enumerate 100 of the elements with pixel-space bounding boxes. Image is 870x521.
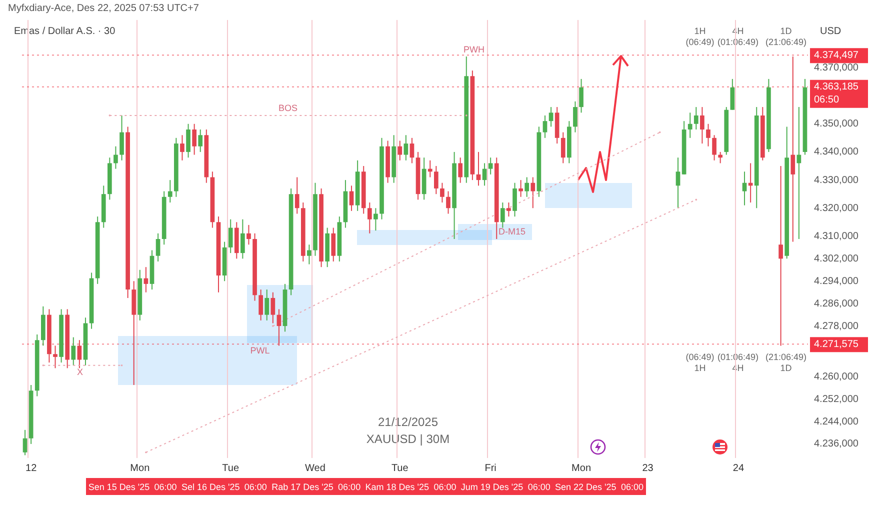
x-tick-label: 24: [732, 462, 744, 474]
candlestick: [440, 182, 444, 203]
ref-line-label: 4.363,185 06:50: [814, 82, 859, 106]
candlestick: [22, 429, 28, 456]
candlestick: [730, 78, 735, 110]
candlestick: [476, 151, 481, 186]
candlestick: [790, 56, 796, 242]
candlestick: [712, 134, 716, 161]
y-axis-title: USD: [820, 26, 842, 37]
candlestick: [198, 129, 203, 152]
candlestick: [688, 112, 692, 138]
y-tick-label: 4.330,000: [814, 174, 859, 186]
annotation: BOS: [278, 102, 298, 113]
candlestick: [579, 78, 584, 114]
candlestick: [307, 244, 312, 265]
ref-line-label: 4.374,497: [814, 50, 859, 61]
candlestick: [294, 176, 300, 214]
candlestick: [144, 266, 148, 293]
candlestick: [398, 140, 402, 161]
annotation: D-M15: [498, 226, 526, 236]
candlestick: [192, 123, 196, 156]
candlestick: [694, 106, 698, 130]
text: 06:00: [154, 482, 177, 492]
candlestick: [114, 146, 118, 170]
text: Sen 15 Des '25: [88, 482, 150, 492]
candlestick: [482, 162, 487, 186]
candlestick: [706, 123, 710, 147]
candlestick: [446, 190, 450, 214]
candlestick: [458, 157, 463, 184]
y-tick-label: 4.278,000: [814, 320, 859, 332]
text: 06:00: [528, 482, 550, 492]
annotation: 1H (06:49): [686, 26, 714, 48]
candlestick: [778, 166, 783, 346]
text: 06:00: [434, 482, 456, 492]
x-tick-label: Tue: [222, 462, 240, 474]
candlestick: [548, 106, 554, 128]
text: Sel 16 Des '25: [181, 482, 240, 492]
x-tick-label: Fri: [484, 462, 496, 474]
y-tick-label: 4.286,000: [814, 298, 859, 310]
y-tick-label: 4.252,000: [814, 394, 859, 405]
candlestick: [428, 160, 432, 178]
text: 06:00: [620, 482, 644, 492]
y-tick-label: 4.302,000: [814, 253, 859, 264]
candlestick: [240, 218, 245, 260]
candlestick: [488, 157, 493, 175]
chart-subtitle: Myfxdiary-Ace, Des 22, 2025 07:53 UTC+7: [8, 3, 199, 14]
candlestick: [71, 336, 76, 366]
candlestick: [542, 114, 548, 138]
candlestick: [367, 202, 372, 234]
candlestick: [530, 176, 536, 209]
ref-line-label: 4.271,575: [814, 338, 859, 350]
x-tick-label: Mon: [572, 462, 591, 474]
candlestick: [186, 123, 190, 158]
candlestick: [331, 227, 336, 262]
x-tick-label: 12: [26, 462, 38, 474]
annotation: (21:06:49) 1D: [765, 352, 807, 374]
candlestick: [410, 137, 414, 164]
annotation: PWH: [464, 44, 484, 54]
y-tick-label: 4.320,000: [814, 202, 859, 214]
candlestick: [246, 224, 251, 246]
candlestick: [270, 292, 276, 324]
candlestick: [506, 202, 511, 218]
candlestick: [264, 289, 270, 321]
text: 06:00: [244, 482, 267, 492]
y-tick-label: 4.370,000: [814, 62, 859, 74]
y-tick-label: 4.310,000: [814, 230, 859, 242]
candlestick: [258, 289, 263, 321]
x-tick-label: Wed: [305, 462, 326, 474]
candlestick: [349, 185, 354, 212]
candlestick: [512, 182, 517, 218]
candlestick: [518, 180, 523, 198]
annotation: 1D (21:06:49): [765, 26, 807, 48]
candlestick: [374, 208, 378, 232]
candlestick: [120, 114, 124, 161]
candlestick: [500, 202, 505, 228]
x-tick-label: 23: [642, 462, 654, 474]
candlestick: [573, 100, 578, 133]
annotation: 21/12/2025: [378, 415, 438, 429]
candlestick: [404, 134, 408, 161]
annotation: PWL: [250, 345, 270, 356]
y-tick-label: 4.350,000: [814, 118, 859, 130]
candlestick: [676, 157, 680, 209]
candlestick: [700, 106, 704, 144]
y-tick-label: 4.236,000: [814, 438, 859, 450]
candlestick: [742, 171, 747, 206]
candlestick: [156, 232, 160, 262]
annotation: (06:49) 1H: [686, 352, 714, 374]
annotation: XAUUSD | 30M: [366, 432, 450, 446]
candlestick: [228, 218, 233, 254]
annotation: X: [76, 366, 84, 377]
text: Sen 22 Des '25: [555, 482, 616, 492]
text: Rab 17 Des '25: [272, 482, 334, 492]
text: 06:00: [338, 482, 361, 492]
candlestick: [718, 151, 723, 164]
y-tick-label: 4.260,000: [814, 371, 859, 382]
candlestick: [53, 345, 58, 369]
candlestick: [524, 176, 530, 198]
text: Kam 18 Des '25: [365, 482, 430, 492]
x-tick-label: Tue: [391, 462, 409, 474]
y-tick-label: 4.244,000: [814, 416, 859, 428]
